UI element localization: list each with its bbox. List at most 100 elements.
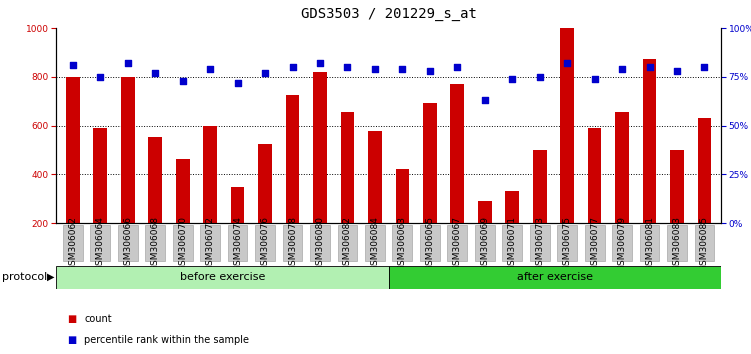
Text: GSM306079: GSM306079 [617, 216, 626, 271]
FancyBboxPatch shape [667, 225, 687, 261]
FancyBboxPatch shape [201, 225, 220, 261]
Point [204, 67, 216, 72]
Text: before exercise: before exercise [179, 272, 265, 282]
Point [287, 64, 299, 70]
Text: count: count [84, 314, 112, 324]
FancyBboxPatch shape [90, 225, 110, 261]
Point [451, 64, 463, 70]
Point [671, 68, 683, 74]
FancyBboxPatch shape [56, 266, 389, 289]
FancyBboxPatch shape [282, 225, 303, 261]
Point [506, 76, 518, 82]
Text: GSM306071: GSM306071 [508, 216, 517, 271]
Bar [698, 118, 711, 272]
Bar [368, 131, 382, 272]
Point [616, 67, 628, 72]
Point [589, 76, 601, 82]
Bar [615, 112, 629, 272]
Bar [285, 95, 300, 272]
FancyBboxPatch shape [389, 266, 721, 289]
Point [67, 62, 79, 68]
Bar [149, 137, 162, 272]
FancyBboxPatch shape [255, 225, 275, 261]
Bar [66, 77, 80, 272]
Text: GDS3503 / 201229_s_at: GDS3503 / 201229_s_at [300, 7, 477, 21]
Point [176, 78, 189, 84]
FancyBboxPatch shape [310, 225, 330, 261]
Bar [505, 192, 519, 272]
Bar [451, 84, 464, 272]
Bar [532, 150, 547, 272]
Text: GSM306084: GSM306084 [370, 216, 379, 271]
Point [478, 97, 490, 103]
FancyBboxPatch shape [365, 225, 385, 261]
Point [369, 67, 381, 72]
FancyBboxPatch shape [448, 225, 467, 261]
FancyBboxPatch shape [228, 225, 248, 261]
FancyBboxPatch shape [337, 225, 357, 261]
FancyBboxPatch shape [393, 225, 412, 261]
Bar [588, 128, 602, 272]
Text: ■: ■ [68, 335, 77, 345]
Point [231, 80, 243, 86]
Text: GSM306081: GSM306081 [645, 216, 654, 271]
Bar [670, 150, 684, 272]
Point [259, 70, 271, 76]
Text: GSM306067: GSM306067 [453, 216, 462, 271]
Point [644, 64, 656, 70]
FancyBboxPatch shape [145, 225, 165, 261]
Text: GSM306065: GSM306065 [425, 216, 434, 271]
Bar [204, 126, 217, 272]
Text: GSM306076: GSM306076 [261, 216, 270, 271]
Bar [231, 187, 245, 272]
Point [149, 70, 161, 76]
Text: ▶: ▶ [47, 272, 55, 282]
Point [561, 61, 573, 66]
Text: GSM306069: GSM306069 [481, 216, 489, 271]
Bar [560, 28, 574, 272]
Point [698, 64, 710, 70]
FancyBboxPatch shape [612, 225, 632, 261]
FancyBboxPatch shape [63, 225, 83, 261]
Bar [643, 59, 656, 272]
FancyBboxPatch shape [502, 225, 522, 261]
Text: GSM306085: GSM306085 [700, 216, 709, 271]
Text: GSM306078: GSM306078 [288, 216, 297, 271]
Text: GSM306083: GSM306083 [672, 216, 681, 271]
Text: GSM306068: GSM306068 [151, 216, 160, 271]
FancyBboxPatch shape [557, 225, 577, 261]
Text: percentile rank within the sample: percentile rank within the sample [84, 335, 249, 345]
Bar [396, 170, 409, 272]
FancyBboxPatch shape [475, 225, 495, 261]
Point [122, 61, 134, 66]
Text: GSM306064: GSM306064 [96, 216, 105, 271]
Text: protocol: protocol [2, 272, 47, 282]
FancyBboxPatch shape [695, 225, 714, 261]
FancyBboxPatch shape [118, 225, 137, 261]
Text: GSM306075: GSM306075 [562, 216, 572, 271]
Text: GSM306077: GSM306077 [590, 216, 599, 271]
FancyBboxPatch shape [585, 225, 605, 261]
Point [314, 61, 326, 66]
Point [534, 74, 546, 80]
Text: ■: ■ [68, 314, 77, 324]
Text: GSM306066: GSM306066 [123, 216, 132, 271]
Bar [176, 159, 189, 272]
FancyBboxPatch shape [173, 225, 192, 261]
Text: GSM306074: GSM306074 [233, 216, 242, 271]
Bar [478, 201, 492, 272]
Bar [93, 128, 107, 272]
Bar [258, 144, 272, 272]
Text: GSM306063: GSM306063 [398, 216, 407, 271]
Point [397, 67, 409, 72]
Point [424, 68, 436, 74]
Text: after exercise: after exercise [517, 272, 593, 282]
FancyBboxPatch shape [420, 225, 440, 261]
Bar [121, 77, 134, 272]
Point [95, 74, 107, 80]
Text: GSM306062: GSM306062 [68, 216, 77, 271]
FancyBboxPatch shape [640, 225, 659, 261]
Text: GSM306070: GSM306070 [178, 216, 187, 271]
Text: GSM306082: GSM306082 [343, 216, 352, 271]
Text: GSM306080: GSM306080 [315, 216, 324, 271]
